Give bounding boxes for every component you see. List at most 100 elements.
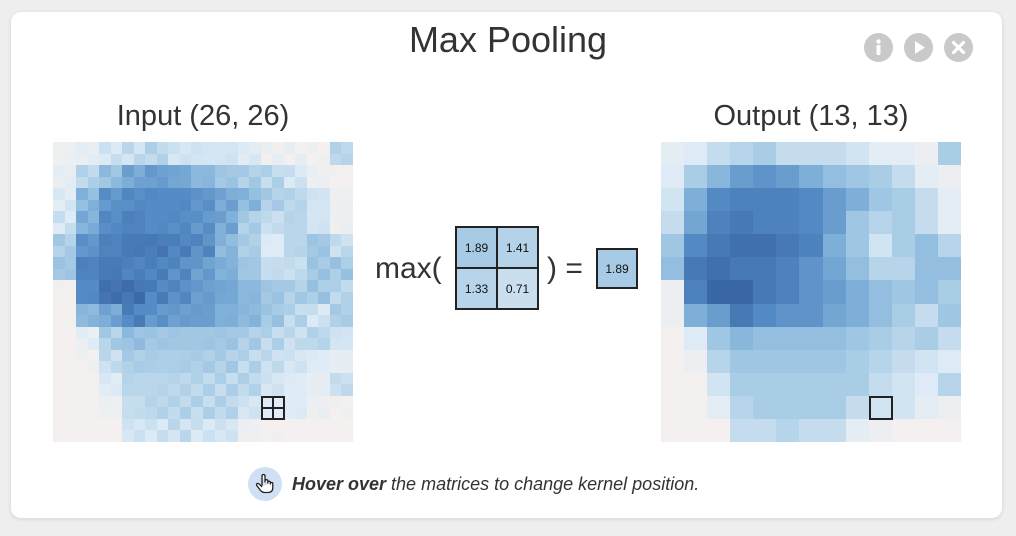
input-cell[interactable] <box>329 165 342 178</box>
input-cell[interactable] <box>191 165 204 178</box>
input-cell[interactable] <box>53 268 66 281</box>
output-cell[interactable] <box>799 142 824 166</box>
input-cell[interactable] <box>295 188 308 201</box>
input-cell[interactable] <box>214 326 227 339</box>
input-cell[interactable] <box>318 338 331 351</box>
input-cell[interactable] <box>237 153 250 166</box>
input-cell[interactable] <box>145 176 158 189</box>
input-cell[interactable] <box>318 199 331 212</box>
input-cell[interactable] <box>295 338 308 351</box>
input-cell[interactable] <box>53 292 66 305</box>
input-cell[interactable] <box>203 199 216 212</box>
output-cell[interactable] <box>753 142 777 166</box>
input-cell[interactable] <box>260 326 273 339</box>
output-cell[interactable] <box>730 418 754 443</box>
input-cell[interactable] <box>318 222 331 235</box>
input-cell[interactable] <box>156 222 169 235</box>
input-cell[interactable] <box>87 199 100 212</box>
input-cell[interactable] <box>306 176 319 189</box>
input-cell[interactable] <box>145 418 158 431</box>
output-cell[interactable] <box>937 372 962 397</box>
output-cell[interactable] <box>753 418 777 443</box>
input-cell[interactable] <box>226 338 239 351</box>
output-cell[interactable] <box>684 280 708 305</box>
input-cell[interactable] <box>260 222 273 235</box>
output-cell[interactable] <box>776 418 800 443</box>
input-cell[interactable] <box>156 349 169 362</box>
input-cell[interactable] <box>191 280 204 293</box>
input-cell[interactable] <box>145 407 158 420</box>
input-cell[interactable] <box>237 165 250 178</box>
input-cell[interactable] <box>168 326 181 339</box>
input-cell[interactable] <box>156 384 169 397</box>
output-matrix[interactable] <box>661 142 962 443</box>
input-cell[interactable] <box>306 407 319 420</box>
input-cell[interactable] <box>122 361 135 374</box>
input-cell[interactable] <box>214 361 227 374</box>
input-cell[interactable] <box>168 338 181 351</box>
input-cell[interactable] <box>76 303 89 316</box>
output-cell[interactable] <box>730 257 754 281</box>
input-cell[interactable] <box>76 257 89 270</box>
input-cell[interactable] <box>76 176 89 189</box>
input-cell[interactable] <box>272 395 285 408</box>
input-cell[interactable] <box>249 303 262 316</box>
input-cell[interactable] <box>53 199 66 212</box>
input-cell[interactable] <box>260 165 273 178</box>
input-cell[interactable] <box>237 222 250 235</box>
input-cell[interactable] <box>203 407 216 420</box>
input-cell[interactable] <box>156 268 169 281</box>
input-cell[interactable] <box>168 222 181 235</box>
input-cell[interactable] <box>203 338 216 351</box>
output-cell[interactable] <box>730 326 754 351</box>
input-cell[interactable] <box>122 245 135 258</box>
input-cell[interactable] <box>53 257 66 270</box>
output-cell[interactable] <box>914 211 939 235</box>
input-cell[interactable] <box>53 372 66 385</box>
input-cell[interactable] <box>249 245 262 258</box>
input-cell[interactable] <box>237 199 250 212</box>
output-cell[interactable] <box>707 326 731 351</box>
input-cell[interactable] <box>76 418 89 431</box>
input-cell[interactable] <box>272 384 285 397</box>
input-cell[interactable] <box>226 268 239 281</box>
input-cell[interactable] <box>318 430 331 443</box>
input-cell[interactable] <box>156 165 169 178</box>
output-cell[interactable] <box>753 395 777 420</box>
input-cell[interactable] <box>329 407 342 420</box>
input-cell[interactable] <box>226 315 239 328</box>
input-cell[interactable] <box>87 407 100 420</box>
output-cell[interactable] <box>799 234 824 258</box>
input-cell[interactable] <box>306 349 319 362</box>
input-cell[interactable] <box>237 142 250 155</box>
input-cell[interactable] <box>64 372 77 385</box>
input-cell[interactable] <box>179 349 192 362</box>
input-cell[interactable] <box>318 176 331 189</box>
input-cell[interactable] <box>260 268 273 281</box>
input-cell[interactable] <box>99 430 112 443</box>
input-cell[interactable] <box>237 280 250 293</box>
input-cell[interactable] <box>306 165 319 178</box>
input-cell[interactable] <box>110 245 123 258</box>
output-cell[interactable] <box>868 234 893 258</box>
input-cell[interactable] <box>64 430 77 443</box>
output-cell[interactable] <box>707 349 731 374</box>
input-cell[interactable] <box>179 188 192 201</box>
input-cell[interactable] <box>99 222 112 235</box>
input-cell[interactable] <box>53 384 66 397</box>
input-cell[interactable] <box>306 315 319 328</box>
input-cell[interactable] <box>329 292 342 305</box>
input-cell[interactable] <box>179 268 192 281</box>
input-cell[interactable] <box>203 268 216 281</box>
input-cell[interactable] <box>133 384 146 397</box>
input-cell[interactable] <box>99 418 112 431</box>
output-cell[interactable] <box>684 326 708 351</box>
output-cell[interactable] <box>707 234 731 258</box>
input-cell[interactable] <box>156 315 169 328</box>
input-cell[interactable] <box>226 349 239 362</box>
input-cell[interactable] <box>156 430 169 443</box>
input-cell[interactable] <box>318 234 331 247</box>
output-cell[interactable] <box>845 257 870 281</box>
input-cell[interactable] <box>203 395 216 408</box>
output-cell[interactable] <box>684 395 708 420</box>
